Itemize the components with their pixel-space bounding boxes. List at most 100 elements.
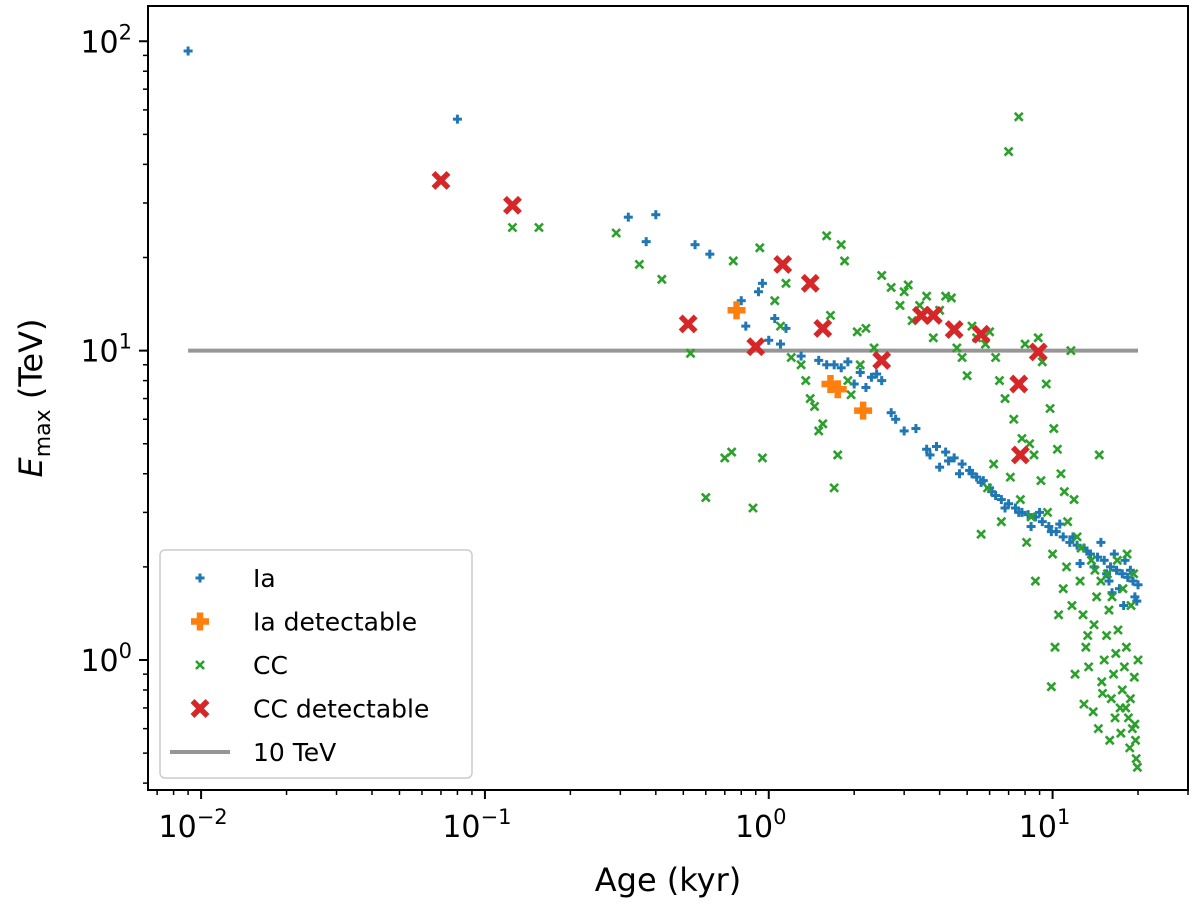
data-point — [1003, 146, 1014, 157]
data-point — [1110, 648, 1121, 659]
data-point — [773, 254, 793, 274]
data-point — [1046, 681, 1057, 692]
data-point — [829, 482, 840, 493]
data-point — [1065, 345, 1076, 356]
data-point — [775, 321, 786, 332]
data-point — [922, 444, 932, 454]
data-point — [685, 348, 696, 359]
data-point — [770, 314, 780, 324]
data-point — [1117, 685, 1128, 695]
data-point — [1048, 423, 1059, 434]
data-point — [1024, 438, 1035, 449]
x-tick-label: 10−1 — [442, 805, 511, 845]
data-point — [781, 278, 791, 289]
data-point — [861, 382, 871, 392]
data-point — [903, 280, 914, 290]
data-point — [842, 375, 853, 386]
data-point — [1028, 342, 1048, 362]
data-point — [1106, 693, 1117, 704]
data-point — [1118, 583, 1128, 594]
data-point — [1110, 712, 1120, 723]
data-point — [1059, 486, 1070, 497]
data-point — [1091, 591, 1102, 602]
data-point — [1093, 723, 1104, 734]
x-tick-label: 10−2 — [159, 805, 228, 845]
legend-marker — [190, 699, 210, 718]
data-point — [836, 239, 847, 250]
data-point — [1075, 576, 1086, 586]
data-point — [1046, 527, 1056, 537]
data-point — [183, 46, 193, 56]
data-point — [949, 453, 959, 463]
data-point — [944, 456, 954, 466]
points-layer — [183, 46, 1143, 773]
data-point — [1099, 555, 1109, 565]
data-point — [886, 282, 897, 293]
data-point — [814, 355, 824, 365]
data-point — [1017, 433, 1027, 444]
data-point — [891, 414, 901, 424]
data-point — [928, 332, 939, 343]
data-point — [1119, 661, 1130, 672]
data-point — [967, 469, 977, 479]
data-point — [1128, 576, 1138, 586]
data-point — [507, 222, 518, 233]
data-point — [1132, 762, 1143, 773]
data-point — [748, 503, 758, 513]
x-tick-label: 101 — [1019, 805, 1071, 845]
data-point — [1112, 555, 1123, 566]
data-point — [828, 380, 847, 399]
data-point — [1055, 519, 1065, 529]
data-point — [895, 300, 905, 311]
data-point — [1117, 569, 1127, 579]
data-point — [852, 326, 863, 337]
data-point — [1020, 339, 1030, 349]
data-point — [822, 360, 832, 370]
data-point — [1045, 403, 1056, 414]
data-point — [1070, 669, 1080, 680]
data-point — [1094, 450, 1105, 460]
data-point — [996, 516, 1007, 527]
data-point — [1072, 531, 1083, 542]
data-point — [1015, 494, 1026, 505]
data-point — [899, 426, 909, 436]
data-point — [1056, 468, 1066, 479]
data-point — [1053, 609, 1064, 620]
data-point — [1078, 609, 1088, 620]
data-point — [813, 426, 824, 436]
data-point — [651, 210, 661, 220]
data-point — [1096, 537, 1106, 547]
data-point — [690, 240, 700, 250]
data-point — [976, 477, 986, 487]
data-point — [753, 287, 763, 297]
data-point — [861, 323, 871, 334]
data-point — [855, 367, 865, 377]
data-point — [1122, 549, 1132, 559]
data-point — [955, 469, 965, 479]
y-axis-label: Emax (TeV) — [12, 319, 56, 478]
legend-label: Ia — [253, 564, 276, 593]
data-point — [1069, 494, 1079, 505]
data-point — [1125, 693, 1136, 704]
data-point — [1067, 600, 1077, 611]
legend-label: Ia detectable — [253, 608, 417, 637]
data-point — [1042, 507, 1053, 518]
data-point — [1035, 507, 1045, 517]
data-point — [854, 401, 873, 420]
data-point — [634, 259, 645, 270]
data-point — [951, 343, 962, 353]
legend: Ia Ia detectable CC CC detectable 10 TeV — [159, 549, 473, 779]
data-point — [982, 482, 993, 493]
data-point — [1113, 625, 1123, 635]
data-point — [769, 295, 780, 306]
data-point — [764, 335, 774, 345]
data-point — [1080, 642, 1091, 653]
data-point — [1115, 728, 1126, 739]
data-point — [843, 357, 853, 367]
data-point — [796, 351, 806, 361]
data-point — [1108, 669, 1119, 680]
data-point — [866, 372, 876, 382]
data-point — [611, 228, 622, 238]
data-point — [656, 274, 667, 285]
data-point — [1029, 450, 1039, 460]
